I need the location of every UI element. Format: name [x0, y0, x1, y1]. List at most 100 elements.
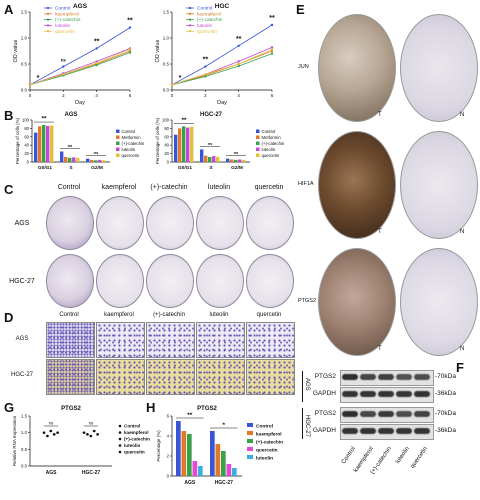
- legend-swatch: [116, 147, 120, 151]
- bar: [242, 159, 246, 162]
- legend-label: quercetin: [256, 448, 278, 454]
- y-tick-label: 40: [24, 143, 29, 148]
- category-label: AGS: [184, 480, 196, 486]
- legend-swatch: [116, 135, 120, 139]
- y-axis-label: Percentage (%): [156, 430, 161, 462]
- data-point: [95, 63, 98, 67]
- tumor-label: T: [378, 346, 382, 352]
- category-label: AGS: [46, 470, 58, 476]
- y-tick-label: 100: [162, 118, 170, 123]
- panel-b-letter: B: [4, 108, 14, 123]
- colony-dish: [196, 254, 244, 308]
- colony-dish: [196, 196, 244, 250]
- panel-h-letter: H: [146, 400, 156, 415]
- migration-image: [46, 322, 95, 358]
- colony-column-label: kaempferol: [101, 184, 137, 191]
- y-tick-label: 1.0: [21, 36, 28, 41]
- panel-d-letter: D: [4, 310, 14, 325]
- legend-swatch: [247, 431, 253, 435]
- significance-label: **: [269, 15, 275, 22]
- blot-band: [414, 391, 430, 397]
- legend-label: kaempferol: [256, 432, 282, 438]
- y-tick-label: 40: [164, 143, 169, 148]
- chart-title: AGS: [64, 112, 77, 118]
- bar: [102, 160, 106, 162]
- significance-label: ns: [49, 421, 53, 426]
- data-point: [128, 48, 132, 51]
- legend-label: luteolin: [124, 443, 141, 448]
- legend-label: Control: [262, 129, 276, 134]
- series-line: [29, 52, 131, 86]
- ihc-normal-core: [400, 131, 478, 239]
- blot-band: [396, 428, 412, 434]
- data-point: [28, 83, 32, 87]
- y-tick-label: 0.5: [21, 62, 28, 67]
- ihc-tumor-core: [318, 248, 396, 356]
- ihc-tumor-core: [318, 14, 396, 122]
- blot-protein-label: GAPDH: [312, 390, 336, 397]
- data-point: [128, 51, 132, 54]
- bar: [221, 451, 226, 476]
- panel-c-colony-grid: Control kaempferol (+)-catechin luteolin que…: [0, 182, 294, 312]
- bar: [232, 468, 237, 476]
- legend-swatch: [116, 141, 120, 145]
- legend-marker: [188, 12, 192, 15]
- migration-row-label: HGC-27: [10, 372, 33, 378]
- significance-label: **: [41, 116, 47, 123]
- chart-title: PTGS2: [61, 406, 81, 412]
- blot-lane-label: Control: [340, 446, 357, 466]
- series-line: [171, 46, 273, 86]
- data-point: [95, 61, 98, 65]
- panel-e-ihc-grid: JUN T N HIF1A T N PTGS2 T N: [296, 12, 480, 362]
- blot-kda-label: -36kDa: [435, 427, 456, 434]
- bar: [212, 156, 216, 162]
- legend-marker: [118, 437, 122, 441]
- blot-band: [342, 391, 358, 397]
- data-point: [270, 48, 274, 51]
- data-point: [95, 47, 98, 50]
- data-point: [237, 62, 240, 66]
- y-tick-label: 6: [167, 414, 170, 419]
- ihc-normal-core: [400, 14, 478, 122]
- significance-label: ns: [61, 58, 67, 63]
- y-tick-label: 0.0: [163, 88, 170, 93]
- data-point: [204, 65, 207, 68]
- legend-swatch: [256, 129, 260, 133]
- y-tick-label: 20: [24, 151, 29, 156]
- bar: [174, 134, 178, 162]
- legend-marker: [46, 18, 50, 21]
- legend-label: Control: [124, 424, 140, 429]
- blot-band: [396, 411, 412, 417]
- bar: [182, 126, 186, 162]
- data-point: [237, 60, 240, 63]
- category-label: HGC-27: [215, 480, 234, 486]
- migration-column-label: luteolin: [209, 312, 229, 318]
- legend-label: Control: [122, 129, 136, 134]
- significance-label: **: [127, 18, 133, 25]
- legend-label: (+)-catechin: [262, 141, 285, 146]
- panel-a-letter: A: [4, 2, 14, 17]
- blot-band: [378, 391, 394, 397]
- series-line: [171, 50, 273, 86]
- legend-label: kaempferol: [124, 430, 149, 435]
- colony-column-label: luteolin: [207, 184, 231, 191]
- significance-label: *: [222, 422, 225, 429]
- x-tick-label: 6: [271, 93, 274, 98]
- bar: [230, 159, 234, 162]
- legend-label: quercetin: [55, 29, 75, 35]
- migration-image: [146, 322, 195, 358]
- panel-c-letter: C: [4, 182, 14, 197]
- category-label: G0/G1: [178, 165, 192, 171]
- bar: [190, 126, 194, 162]
- significance-label: **: [203, 57, 209, 64]
- bar: [90, 159, 94, 162]
- legend-marker: [118, 424, 122, 428]
- tumor-label: T: [378, 229, 382, 235]
- significance-label: **: [94, 38, 100, 45]
- significance-label: ns: [89, 421, 93, 426]
- bar: [176, 421, 181, 476]
- legend-marker: [118, 444, 122, 447]
- colony-column-label: quercetin: [254, 184, 284, 191]
